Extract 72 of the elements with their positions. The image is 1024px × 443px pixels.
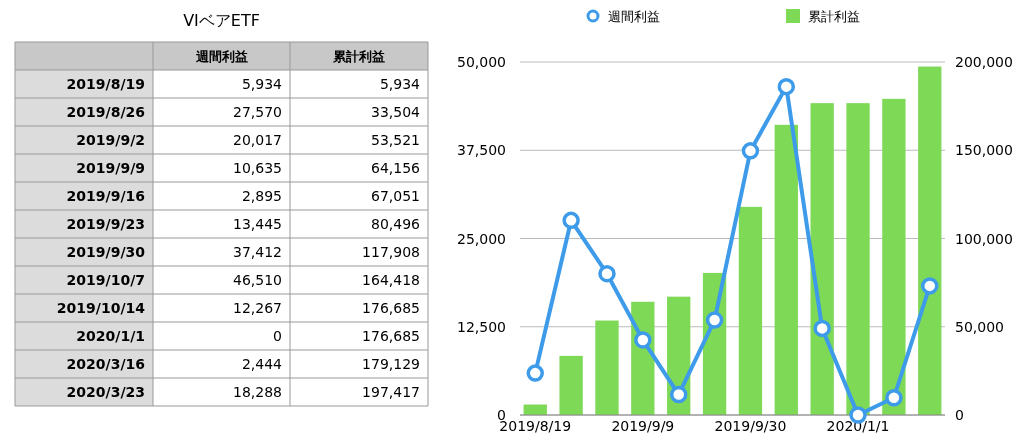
data-label: 37,412 — [233, 244, 282, 260]
point — [885, 389, 903, 407]
y2-tick-label: 100,000 — [955, 230, 1013, 247]
data-label: 64,156 — [371, 160, 421, 176]
point — [777, 77, 796, 96]
legend-label: 週間利益 — [608, 9, 660, 24]
data-label: 176,685 — [362, 328, 420, 344]
data-label: 13,445 — [233, 216, 282, 232]
y-tick-label: 12,500 — [457, 318, 506, 335]
x-tick-label: 2019/9/30 — [714, 418, 787, 434]
point — [741, 142, 760, 160]
point — [705, 311, 724, 329]
category-label: 2020/3/16 — [66, 356, 145, 372]
y-tick-label: 25,000 — [457, 230, 506, 247]
category-label: 2019/9/23 — [66, 216, 145, 232]
bar — [918, 66, 942, 415]
data-label: 53,521 — [371, 132, 420, 148]
data-label: 67,051 — [371, 188, 420, 204]
text: VIベアETF — [183, 11, 260, 30]
data-label: 2,444 — [241, 356, 283, 372]
x-tick-label: 2020/1/1 — [826, 418, 890, 434]
data-label: 179,129 — [362, 356, 420, 372]
text: 累計利益 — [332, 49, 385, 64]
y2-tick-label: 50,000 — [955, 318, 1004, 335]
data-label: 164,418 — [362, 272, 420, 288]
bar — [810, 103, 834, 415]
category-label: 2020/1/1 — [76, 328, 145, 344]
data-label: 197,417 — [362, 384, 420, 400]
y-tick-label: 37,500 — [457, 142, 506, 159]
category-label: 2019/9/30 — [66, 244, 146, 260]
point — [598, 264, 616, 283]
data-label: 0 — [273, 328, 282, 344]
data-label: 5,934 — [379, 76, 421, 92]
data-label: 176,685 — [362, 300, 420, 316]
category-label: 2019/9/2 — [76, 132, 145, 148]
y-tick-label: 50,000 — [457, 54, 506, 70]
bar — [738, 206, 763, 415]
y2-tick-label: 200,000 — [955, 54, 1013, 70]
data-label: 10,635 — [233, 160, 282, 176]
point — [921, 277, 939, 295]
y2-tick-label: 150,000 — [955, 142, 1013, 159]
point — [669, 385, 688, 404]
text: 週間利益 — [194, 49, 248, 64]
data-label: 12,267 — [233, 300, 282, 316]
data-label: 27,570 — [233, 104, 282, 120]
category-label: 2020/3/23 — [66, 384, 145, 400]
category-label: 2019/8/19 — [66, 76, 145, 92]
legend-label: 累計利益 — [808, 9, 860, 24]
bar — [774, 124, 798, 415]
data-label: 5,934 — [241, 76, 283, 92]
point — [562, 211, 580, 230]
point — [634, 331, 652, 349]
point — [813, 319, 831, 338]
y2-tick-label: 0 — [955, 407, 964, 423]
point — [526, 364, 544, 382]
data-label: 80,496 — [371, 216, 421, 232]
bar — [595, 320, 619, 415]
bar — [882, 98, 906, 415]
data-label: 18,288 — [233, 384, 282, 400]
data-label: 20,017 — [233, 132, 282, 148]
x-tick-label: 2019/9/9 — [611, 418, 675, 434]
category-label: 2019/9/16 — [66, 188, 145, 204]
category-label: 2019/10/14 — [56, 300, 146, 316]
data-label: 117,908 — [362, 244, 420, 260]
data-label: 33,504 — [371, 104, 421, 120]
bar — [846, 103, 870, 415]
bar — [559, 355, 583, 415]
category-label: 2019/8/26 — [66, 104, 145, 120]
category-label: 2019/9/9 — [76, 160, 145, 176]
category-label: 2019/10/7 — [66, 272, 145, 288]
data-label: 46,510 — [233, 272, 282, 288]
data-label: 2,895 — [241, 188, 282, 204]
